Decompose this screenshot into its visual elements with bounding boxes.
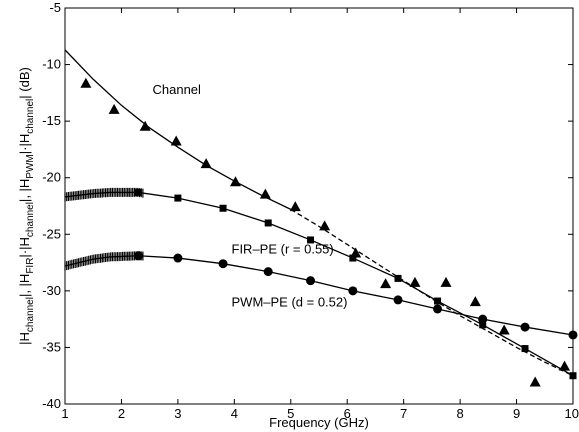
triangle-marker	[229, 176, 241, 187]
triangle-marker	[440, 276, 452, 287]
pwm-pe-ripple	[64, 251, 144, 271]
annotation-label: Channel	[152, 82, 201, 97]
x-tick-labels: 1 2 3 4 5 6 7 8 9 10	[61, 406, 579, 421]
series-layer	[64, 49, 578, 387]
y-label-part: | (dB)	[17, 67, 32, 99]
square-marker	[174, 194, 182, 202]
y-label-part: |H	[17, 332, 32, 345]
x-tick-label: 4	[231, 406, 238, 421]
square-marker	[521, 345, 529, 353]
triangle-marker	[319, 220, 331, 231]
triangle-marker	[289, 201, 301, 212]
square-marker	[219, 204, 227, 212]
square-marker	[434, 297, 442, 305]
x-tick-label: 7	[400, 406, 407, 421]
y-label-part: |·|H	[17, 134, 32, 154]
circle-marker	[133, 251, 143, 261]
plot-frame	[64, 7, 574, 405]
channel-solid-line	[64, 49, 292, 210]
y-tick-label: -10	[42, 57, 61, 72]
x-tick-label: 10	[565, 406, 579, 421]
circle-marker	[263, 267, 273, 277]
square-marker	[394, 274, 402, 282]
circle-marker	[306, 276, 316, 286]
y-tick-label: -15	[42, 113, 61, 128]
circle-marker	[393, 295, 403, 305]
y-axis-label: |Hchannel|, |HFIR|·|Hchannel|, |HPWM|·|H…	[17, 67, 36, 345]
triangle-marker	[469, 296, 481, 307]
x-tick-label: 9	[513, 406, 520, 421]
pwm-pe-line	[64, 255, 574, 336]
square-marker	[307, 236, 315, 244]
circle-marker	[173, 253, 183, 263]
y-tick-label: -30	[42, 283, 61, 298]
triangle-marker	[80, 77, 92, 88]
y-tick-label: -25	[42, 226, 61, 241]
triangle-marker	[139, 120, 151, 131]
circle-marker	[218, 259, 228, 269]
triangle-marker	[170, 135, 182, 146]
x-tick-label: 2	[118, 406, 125, 421]
triangle-marker	[559, 360, 571, 371]
x-tick-label: 3	[174, 406, 181, 421]
fir-pe-ripple	[64, 187, 144, 202]
triangle-marker	[108, 103, 120, 114]
y-label-subscript: FIR	[25, 258, 36, 274]
y-label-part: |, |H	[17, 179, 32, 202]
triangle-marker	[529, 376, 541, 387]
triangle-marker	[380, 278, 392, 289]
triangle-marker	[259, 188, 271, 199]
y-label-subscript: channel	[25, 297, 36, 332]
triangle-marker	[200, 158, 212, 169]
circle-marker	[520, 322, 530, 332]
y-tick-label: -20	[42, 170, 61, 185]
x-axis-label: Frequency (GHz)	[269, 415, 369, 430]
x-tick-label: 5	[287, 406, 294, 421]
y-label-part: |·|H	[17, 237, 32, 257]
square-marker	[264, 219, 272, 227]
y-label-subscript: PWM	[25, 154, 36, 178]
y-tick-labels: -5 -10 -15 -20 -25 -30 -35 -40	[42, 0, 61, 411]
y-label-part: |, |H	[17, 274, 32, 297]
axis-ticks	[64, 7, 574, 405]
y-label-subscript: channel	[25, 99, 36, 134]
square-marker	[569, 372, 577, 380]
square-marker	[479, 321, 487, 329]
channel-dashed-line	[290, 208, 574, 377]
x-tick-label: 1	[61, 406, 68, 421]
x-tick-label: 6	[344, 406, 351, 421]
triangle-marker	[409, 276, 421, 287]
x-tick-label: 8	[456, 406, 463, 421]
circle-marker	[433, 304, 443, 314]
y-label-subscript: channel	[25, 202, 36, 237]
y-tick-label: -5	[49, 0, 61, 15]
annotations: Channel FIR–PE (r = 0.55) PWM–PE (d = 0.52…	[152, 82, 347, 310]
y-tick-label: -35	[42, 339, 61, 354]
square-marker	[134, 188, 142, 196]
triangle-marker	[498, 324, 510, 335]
annotation-label: FIR–PE (r = 0.55)	[232, 242, 334, 257]
circle-marker	[568, 330, 578, 340]
circle-marker	[348, 286, 358, 296]
square-marker	[349, 254, 357, 262]
circle-marker	[478, 314, 488, 324]
annotation-label: PWM–PE (d = 0.52)	[232, 295, 348, 310]
fir-pe-line	[64, 191, 574, 377]
y-tick-label: -40	[42, 396, 61, 411]
